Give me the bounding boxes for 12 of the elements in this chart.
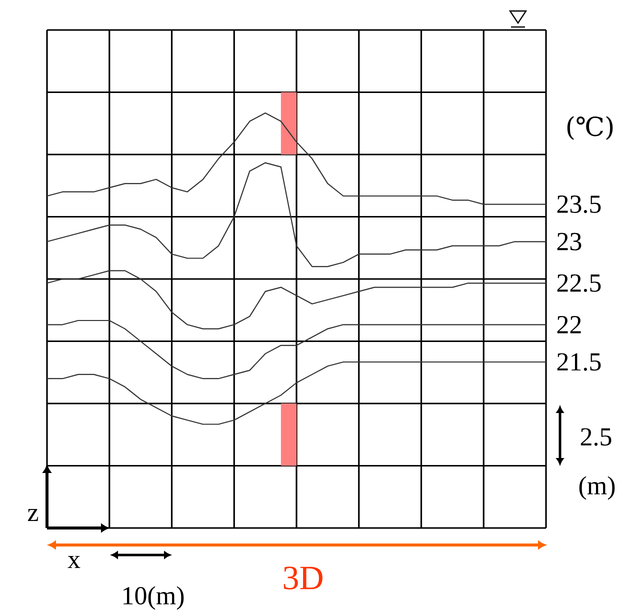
- series-label: 22: [557, 316, 581, 334]
- text: x: [68, 556, 80, 568]
- text: 10(m): [124, 586, 184, 610]
- series-label: 23: [557, 232, 582, 250]
- text: z: [28, 509, 38, 521]
- series-label: 21.5: [557, 353, 601, 371]
- text: 2.5: [580, 428, 612, 446]
- text: (m): [579, 476, 615, 500]
- series-label: 23.5: [557, 196, 601, 214]
- text: (℃): [567, 116, 613, 140]
- series-label: 22.5: [557, 274, 601, 292]
- text: 3D: [284, 566, 322, 590]
